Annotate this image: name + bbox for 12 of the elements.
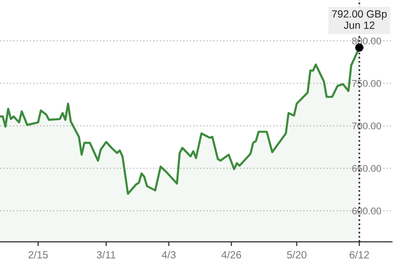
x-tick-label: 3/11 <box>96 250 116 258</box>
y-tick-label: 600.00 <box>352 208 382 214</box>
y-tick-label: 800.00 <box>352 38 382 44</box>
y-tick-label: 750.00 <box>352 80 382 87</box>
annotation: 792.00 GBp Jun 12 <box>332 10 387 29</box>
x-tick-label: 6/12 <box>350 250 369 258</box>
x-tick-label: 4/3 <box>162 250 176 258</box>
y-tick-label: 650.00 <box>352 165 382 172</box>
x-tick-label: 4/26 <box>221 250 242 258</box>
x-tick-label: 5/20 <box>287 250 306 258</box>
y-tick-label: 700.00 <box>352 122 382 130</box>
x-tick-label: 2/15 <box>28 250 48 258</box>
